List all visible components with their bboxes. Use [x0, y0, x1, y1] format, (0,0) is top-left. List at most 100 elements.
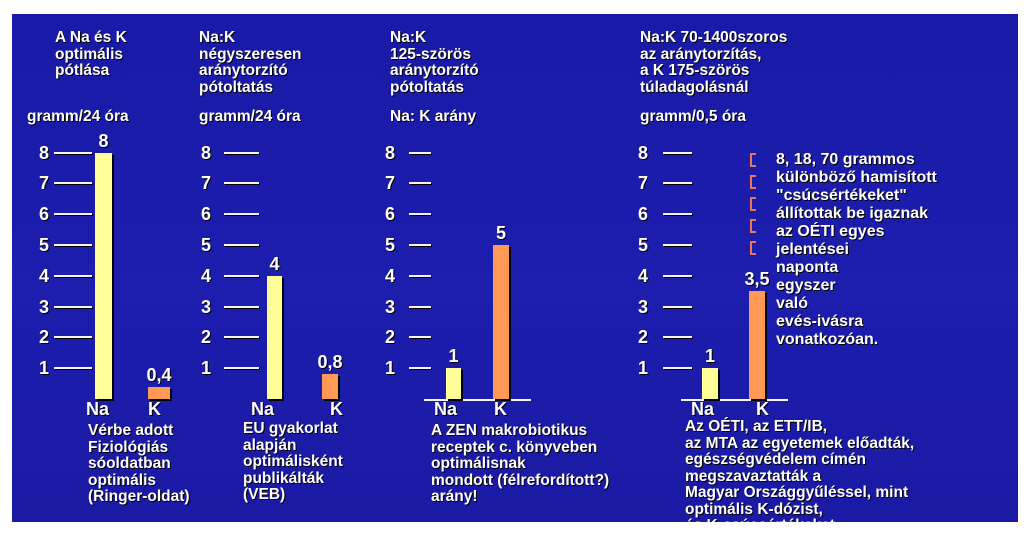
panel-2-title: Na:K négyszeresen aránytorzító pótoltatá…	[199, 29, 302, 96]
panel-3-unit: Na: K arány	[390, 108, 477, 125]
x-category-label: K	[756, 399, 769, 419]
y-tick-label: 2	[385, 327, 396, 348]
y-tick-line	[409, 274, 431, 277]
y-tick-line	[224, 274, 259, 277]
bar-k	[148, 386, 170, 399]
y-tick-line	[54, 244, 92, 246]
y-tick-line	[409, 305, 431, 308]
y-tick-label: 3	[201, 296, 212, 317]
y-tick-label: 1	[201, 358, 212, 379]
bar-k	[749, 291, 765, 399]
bar-k	[493, 245, 509, 399]
y-tick-line	[224, 336, 259, 339]
panel-4-unit: gramm/0,5 óra	[640, 108, 746, 125]
y-tick-label: 5	[39, 235, 50, 255]
y-tick-label: 1	[39, 358, 50, 379]
y-tick-line	[54, 182, 92, 185]
y-tick-label: 6	[201, 204, 212, 225]
y-tick-line	[224, 151, 259, 154]
panel-2-footnote: EU gyakorlat alapján optimálisként publi…	[243, 420, 343, 503]
y-tick-label: 5	[385, 235, 396, 255]
bar-na	[267, 275, 282, 399]
y-tick-line	[663, 244, 692, 246]
y-tick-line	[54, 151, 92, 154]
y-tick-line	[54, 213, 92, 216]
y-tick-line	[409, 213, 431, 216]
x-category-label: K	[494, 399, 507, 419]
data-label: 5	[495, 223, 506, 243]
y-tick-line	[409, 244, 431, 246]
y-tick-label: 5	[638, 235, 649, 255]
x-category-label: K	[330, 399, 343, 419]
y-tick-label: 6	[39, 204, 50, 225]
panel-4-footnote: Az OÉTI, az ETT/IB, az MTA az egyetemek …	[685, 418, 915, 522]
y-tick-label: 4	[201, 265, 212, 286]
panel-1-title: A Na és K optimális pótlása	[55, 29, 127, 79]
y-tick-line	[663, 274, 692, 277]
data-label: 1	[448, 346, 459, 367]
y-tick-line	[663, 305, 692, 308]
y-tick-label: 7	[385, 173, 396, 194]
bar-na	[702, 368, 718, 399]
chart-slide: A Na és K optimális pótlása Na:K négysze…	[12, 14, 1018, 522]
bar-k	[322, 374, 338, 399]
y-tick-label: 2	[638, 327, 649, 348]
y-tick-line	[54, 274, 92, 277]
y-tick-line	[54, 336, 92, 339]
y-tick-label: 4	[385, 265, 396, 286]
y-tick-label: 1	[385, 358, 396, 379]
y-tick-line	[409, 151, 431, 154]
y-tick-label: 2	[201, 327, 212, 348]
y-tick-label: 7	[39, 173, 50, 194]
y-tick-line	[409, 367, 431, 370]
y-tick-line	[54, 305, 92, 308]
x-category-label: K	[148, 399, 161, 419]
y-tick-line	[663, 213, 692, 216]
data-label: 0,8	[317, 352, 343, 373]
x-axis-baseline	[424, 399, 531, 401]
data-label: 8	[98, 130, 109, 151]
panel-4-annotation: 8, 18, 70 grammos különböző hamisított "…	[776, 151, 937, 348]
y-tick-line	[663, 336, 692, 339]
bar-na	[446, 368, 461, 399]
x-category-label: Na	[251, 399, 275, 419]
y-tick-label: 5	[201, 235, 212, 255]
y-tick-label: 8	[385, 142, 396, 163]
y-tick-line	[663, 151, 692, 154]
y-tick-line	[663, 367, 692, 370]
y-tick-line	[224, 182, 259, 185]
panel-4-title: Na:K 70-1400szoros az aránytorzítás, a K…	[640, 29, 788, 96]
x-category-label: Na	[434, 399, 458, 419]
y-tick-label: 6	[385, 204, 396, 225]
y-tick-line	[409, 336, 431, 339]
y-tick-line	[224, 244, 259, 246]
y-tick-label: 7	[201, 173, 212, 194]
x-category-label: Na	[86, 399, 110, 419]
data-label: 1	[704, 346, 715, 367]
y-tick-line	[224, 213, 259, 216]
data-label: 0,4	[146, 364, 172, 385]
y-tick-label: 7	[638, 173, 649, 194]
y-tick-label: 4	[638, 265, 649, 286]
panel-2-unit: gramm/24 óra	[199, 108, 301, 125]
y-tick-label: 4	[39, 265, 50, 286]
bar-na	[95, 152, 112, 399]
y-tick-line	[224, 305, 259, 308]
y-tick-label: 8	[638, 142, 649, 163]
y-tick-label: 6	[638, 204, 649, 225]
data-label: 4	[269, 253, 280, 274]
y-tick-label: 2	[39, 327, 50, 348]
x-category-label: Na	[691, 399, 715, 419]
panel-3-title: Na:K 125-szörös aránytorzító pótoltatás	[390, 29, 479, 96]
y-tick-label: 1	[638, 358, 649, 379]
y-tick-line	[54, 367, 92, 370]
y-tick-line	[224, 367, 259, 370]
data-label: 3,5	[744, 269, 770, 290]
y-tick-line	[409, 182, 431, 185]
y-tick-line	[663, 182, 692, 185]
y-tick-label: 3	[385, 296, 396, 317]
panel-1-footnote: Vérbe adott Fiziológiás sóoldatban optim…	[88, 422, 190, 505]
panel-1-unit: gramm/24 óra	[27, 108, 129, 125]
y-tick-label: 8	[201, 142, 212, 163]
